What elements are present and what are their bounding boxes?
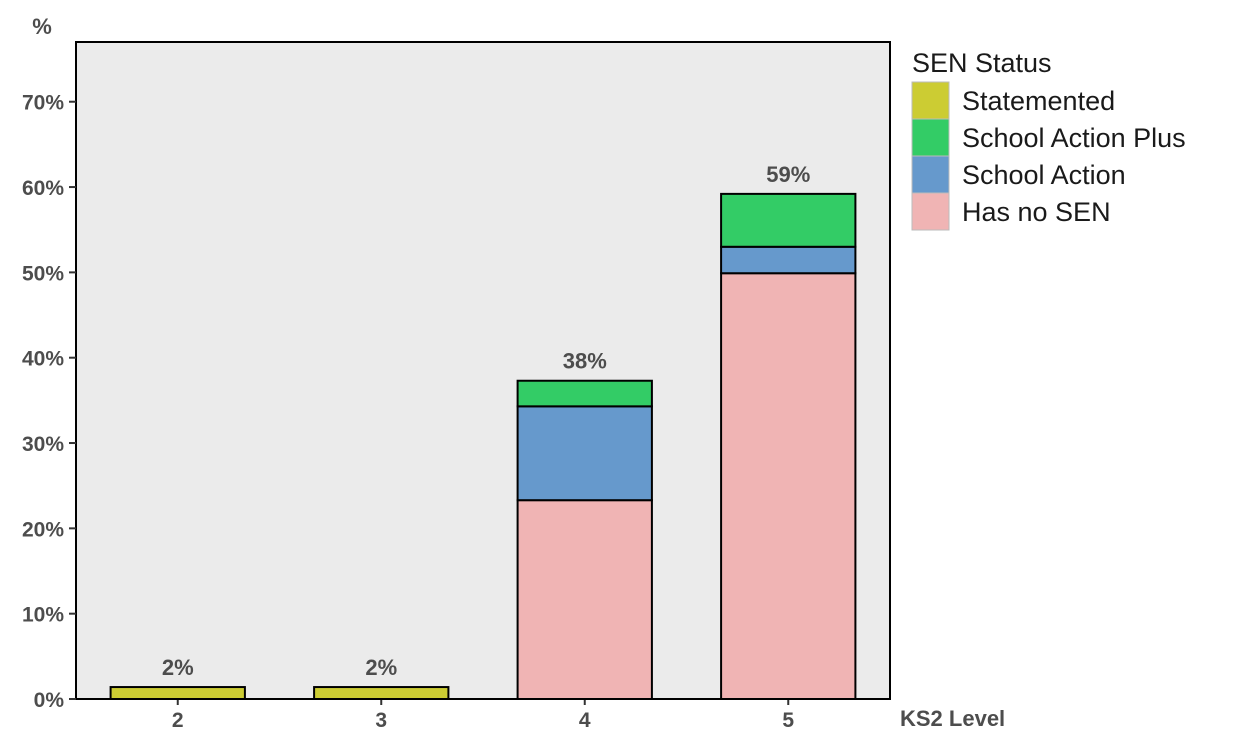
y-tick-label: 20% (22, 518, 64, 541)
bar-segment (109, 686, 246, 701)
y-tick-label: 40% (22, 348, 64, 371)
bar-segment (516, 499, 653, 700)
bar-segment (720, 245, 857, 275)
bar-segment (720, 272, 857, 700)
legend-swatch (911, 118, 950, 157)
y-tick-label: 70% (22, 92, 64, 115)
y-tick-label: 0% (34, 689, 65, 712)
x-tick-label: 4 (579, 709, 591, 731)
bars (109, 192, 857, 701)
bar-total-label: 2% (162, 655, 194, 680)
bar-segment (720, 192, 857, 248)
y-tick-label: 60% (22, 177, 64, 200)
legend-label: School Action Plus (962, 123, 1186, 153)
y-tick-label: 30% (22, 433, 64, 456)
x-tick-label: 5 (782, 709, 794, 731)
total-labels: 2% 2% 38% 59% (162, 162, 810, 680)
legend-label: School Action (962, 160, 1126, 190)
bar-segment (516, 379, 653, 408)
y-tick-label: 10% (22, 604, 64, 627)
x-axis-label: KS2 Level (900, 706, 1005, 731)
y-axis: 0% 10% 20% 30% 40% 50% 60% 70% (22, 92, 76, 712)
legend-label: Statemented (962, 86, 1115, 116)
bar-segment (516, 405, 653, 502)
legend-swatch (911, 155, 950, 194)
legend-swatch (911, 81, 950, 120)
x-tick-label: 2 (172, 709, 184, 731)
x-tick-label: 3 (375, 709, 387, 731)
legend: SEN Status Statemented School Action Plus… (911, 48, 1186, 231)
x-axis: 2 3 4 5 (172, 699, 794, 731)
y-tick-label: 50% (22, 262, 64, 285)
bar-total-label: 2% (365, 655, 397, 680)
legend-label: Has no SEN (962, 197, 1111, 227)
bar-total-label: 59% (766, 162, 810, 187)
bar-segment (313, 686, 450, 701)
y-axis-label: % (32, 14, 52, 39)
legend-swatch (911, 192, 950, 231)
legend-title: SEN Status (912, 48, 1052, 78)
bar-total-label: 38% (563, 349, 607, 374)
